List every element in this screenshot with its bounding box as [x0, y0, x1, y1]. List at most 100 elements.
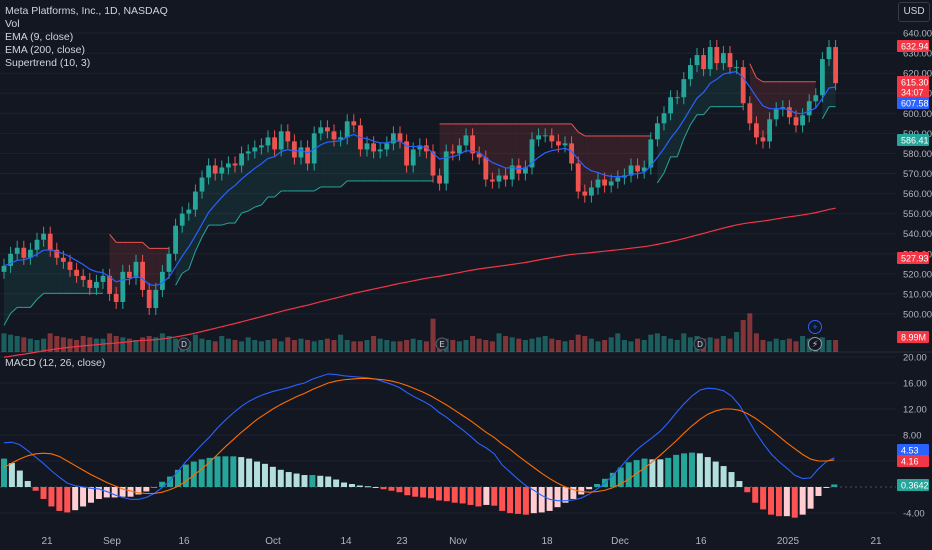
candle-body	[344, 121, 350, 138]
volume-bar	[503, 336, 509, 352]
candle-body	[813, 95, 819, 102]
price-badge-label: 615.30	[901, 78, 929, 88]
macd-histogram-bar	[230, 456, 237, 487]
volume-bar	[463, 340, 469, 352]
candle-body	[186, 209, 192, 214]
volume-bar	[496, 333, 502, 352]
candle-body	[688, 65, 693, 80]
candle-body	[490, 179, 495, 182]
candle-body	[67, 261, 73, 270]
macd-histogram-bar	[206, 457, 213, 487]
supertrend-fill	[10, 250, 18, 314]
volume-bar	[258, 341, 264, 352]
supertrend-line	[201, 224, 210, 238]
volume-bar	[489, 341, 495, 352]
macd-histogram-bar	[609, 472, 616, 487]
candle-body	[701, 55, 706, 70]
volume-bar	[298, 338, 304, 352]
macd-histogram-bar	[554, 487, 561, 508]
candle-body	[377, 149, 383, 152]
volume-bar	[549, 338, 555, 352]
supertrend-fill	[327, 129, 334, 187]
volume-bar	[582, 336, 588, 352]
candle-body	[61, 257, 66, 262]
supertrend-fill	[631, 135, 638, 171]
macd-histogram-bar	[720, 466, 727, 487]
supertrend-line	[313, 186, 322, 192]
volume-bar	[595, 341, 601, 352]
macd-badge-label: 0.3642	[901, 481, 929, 491]
currency-button[interactable]: USD	[898, 2, 930, 22]
add-icon[interactable]: +	[808, 320, 822, 334]
volume-bar	[423, 341, 429, 352]
candle-body	[443, 151, 449, 184]
candle-body	[437, 175, 442, 184]
candle-body	[661, 113, 667, 124]
supertrend-fill	[584, 135, 592, 194]
supertrend-fill	[400, 137, 407, 181]
candle-body	[727, 53, 733, 68]
supertrend-line	[703, 106, 711, 116]
macd-tick-label: -4.00	[903, 509, 925, 520]
macd-histogram-bar	[285, 472, 292, 487]
macd-histogram-bar	[238, 457, 245, 487]
supertrend-fill	[334, 135, 341, 187]
macd-histogram-bar	[396, 487, 403, 493]
candle-body	[641, 167, 647, 172]
candle-body	[582, 191, 588, 196]
macd-histogram-bar	[665, 457, 672, 487]
volume-bar	[635, 338, 641, 352]
event-marker-label: D	[181, 340, 187, 349]
supertrend-fill	[254, 146, 262, 208]
x-tick-label: Nov	[449, 536, 467, 547]
supertrend-fill	[261, 141, 268, 206]
lightning-icon[interactable]: ⚡	[808, 337, 822, 351]
volume-bar	[384, 340, 390, 352]
volume-bar	[120, 337, 126, 352]
volume-bar	[483, 340, 489, 352]
macd-histogram-bar	[348, 484, 355, 487]
candle-body	[483, 157, 489, 180]
candle-body	[424, 145, 429, 152]
macd-histogram-bar	[570, 487, 577, 499]
x-tick-label: 2025	[777, 536, 800, 547]
supertrend-fill	[611, 135, 618, 184]
candle-body	[549, 135, 555, 142]
macd-histogram-bar	[752, 487, 759, 503]
candle-body	[265, 137, 271, 146]
candle-body	[740, 67, 746, 104]
volume-bar	[727, 338, 733, 352]
macd-histogram-bar	[182, 464, 189, 487]
volume-bar	[153, 337, 159, 352]
volume-bar	[575, 334, 581, 352]
volume-bar	[291, 340, 297, 352]
supertrend-line	[194, 236, 203, 252]
volume-bar	[133, 340, 139, 352]
macd-histogram-bar	[617, 467, 624, 487]
candle-body	[655, 123, 660, 140]
supertrend-fill	[782, 81, 790, 113]
macd-histogram-bar	[775, 487, 782, 517]
candle-body	[820, 59, 825, 96]
volume-bar	[648, 334, 654, 352]
supertrend-fill	[822, 53, 829, 119]
volume-bar	[311, 341, 317, 352]
macd-histogram-bar	[673, 454, 680, 487]
price-tick-label: 500.00	[903, 310, 932, 321]
candle-body	[285, 131, 291, 142]
candle-body	[793, 117, 799, 126]
macd-histogram-bar	[412, 487, 419, 497]
macd-histogram-bar	[333, 479, 340, 487]
macd-histogram-bar	[127, 487, 134, 497]
macd-histogram-bar	[135, 487, 142, 495]
price-tick-label: 570.00	[903, 169, 932, 180]
candle-body	[120, 271, 126, 302]
macd-badge	[897, 479, 929, 491]
supertrend-fill	[380, 146, 387, 181]
volume-bar	[661, 336, 667, 352]
candle-body	[754, 123, 759, 138]
volume-bar	[562, 341, 568, 352]
volume-bar	[272, 338, 278, 352]
volume-bar	[773, 338, 779, 352]
